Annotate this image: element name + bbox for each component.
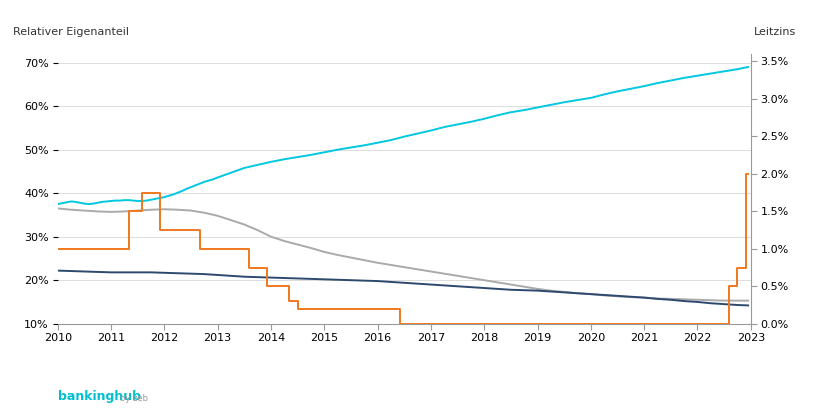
Text: by zeb: by zeb [120,393,148,403]
Text: Relativer Eigenanteil: Relativer Eigenanteil [12,27,129,37]
Text: Leitzins: Leitzins [753,27,796,37]
Text: bankinghub: bankinghub [58,390,141,403]
